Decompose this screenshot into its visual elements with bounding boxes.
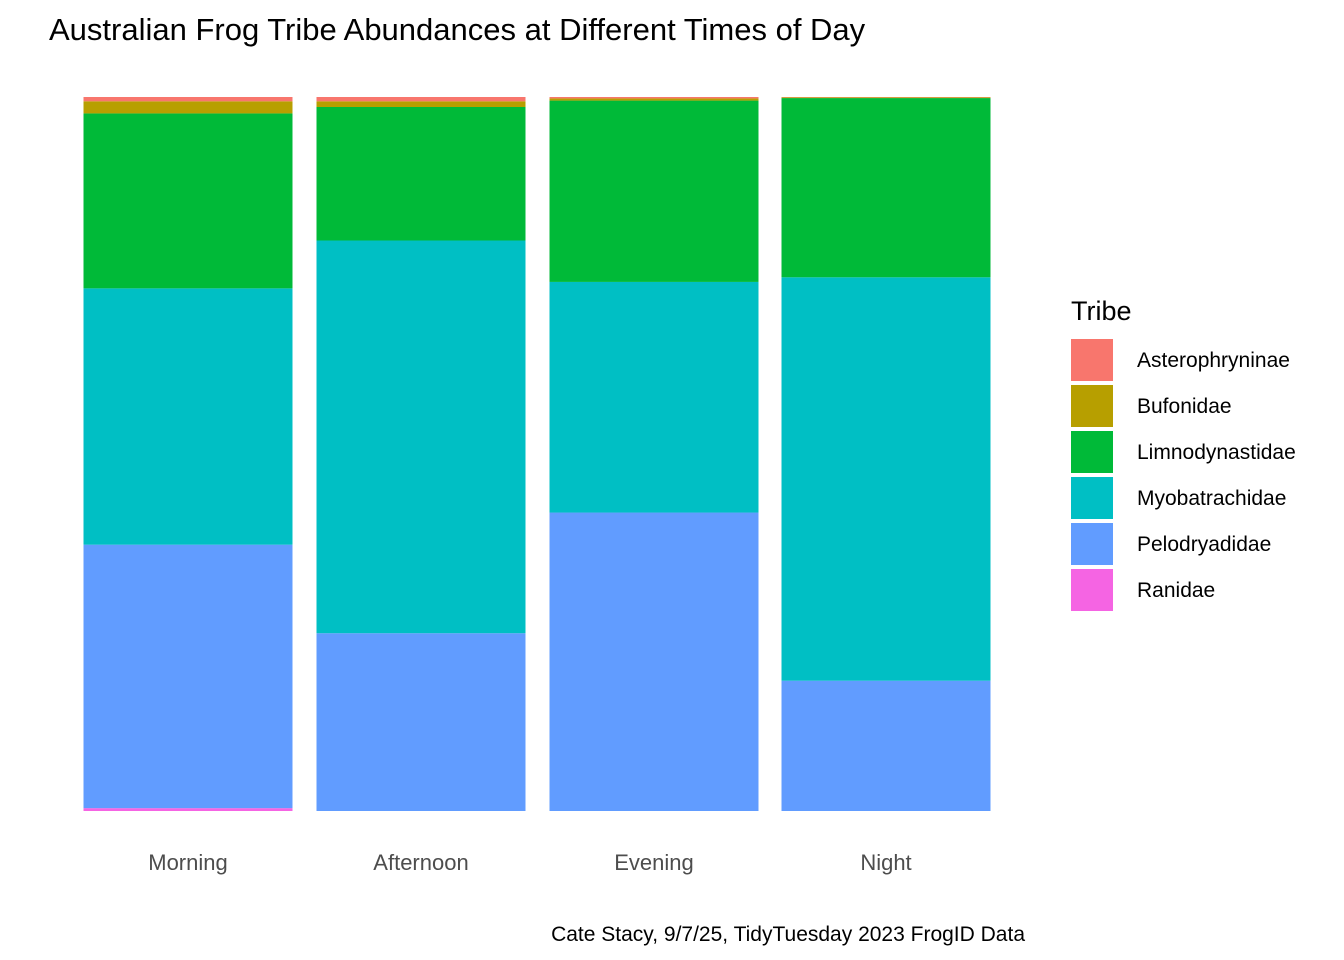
bar-segment-afternoon-bufonidae — [316, 101, 526, 107]
chart-caption: Cate Stacy, 9/7/25, TidyTuesday 2023 Fro… — [551, 923, 1025, 946]
legend-label-asterophryninae: Asterophryninae — [1137, 349, 1290, 372]
bars-layer — [83, 97, 991, 811]
legend-title: Tribe — [1071, 296, 1132, 326]
bar-segment-afternoon-asterophryninae — [316, 97, 526, 102]
bar-segment-night-limnodynastidae — [781, 98, 991, 278]
bar-segment-afternoon-pelodryadidae — [316, 633, 526, 811]
legend-key-asterophryninae — [1071, 339, 1113, 381]
bar-segment-afternoon-myobatrachidae — [316, 240, 526, 634]
bar-segment-night-myobatrachidae — [781, 277, 991, 681]
bar-segment-morning-limnodynastidae — [83, 113, 293, 289]
x-axis-ticks: Morning Afternoon Evening Night — [148, 850, 911, 875]
bar-segment-evening-pelodryadidae — [549, 512, 759, 811]
legend-label-ranidae: Ranidae — [1137, 579, 1215, 602]
legend-key-ranidae — [1071, 569, 1113, 611]
x-tick-label-morning: Morning — [148, 850, 227, 875]
legend-label-bufonidae: Bufonidae — [1137, 395, 1232, 418]
legend-label-limnodynastidae: Limnodynastidae — [1137, 441, 1296, 464]
legend-key-pelodryadidae — [1071, 523, 1113, 565]
legend: Tribe Asterophryninae Bufonidae Limnodynas… — [1071, 296, 1296, 611]
legend-key-bufonidae — [1071, 385, 1113, 427]
legend-label-pelodryadidae: Pelodryadidae — [1137, 533, 1271, 556]
bar-segment-night-bufonidae — [781, 97, 991, 99]
bar-segment-evening-limnodynastidae — [549, 100, 759, 282]
bar-segment-evening-myobatrachidae — [549, 281, 759, 513]
chart-title: Australian Frog Tribe Abundances at Diff… — [49, 12, 866, 47]
bar-segment-night-pelodryadidae — [781, 680, 991, 811]
bar-segment-morning-ranidae — [83, 808, 293, 811]
legend-key-limnodynastidae — [1071, 431, 1113, 473]
x-tick-label-afternoon: Afternoon — [373, 850, 468, 875]
bar-segment-morning-pelodryadidae — [83, 544, 293, 809]
bar-segment-morning-bufonidae — [83, 101, 293, 114]
bar-segment-afternoon-limnodynastidae — [316, 106, 526, 241]
bar-segment-morning-asterophryninae — [83, 97, 293, 102]
x-tick-label-night: Night — [860, 850, 911, 875]
legend-key-myobatrachidae — [1071, 477, 1113, 519]
x-tick-label-evening: Evening — [614, 850, 694, 875]
legend-label-myobatrachidae: Myobatrachidae — [1137, 487, 1286, 510]
bar-segment-morning-myobatrachidae — [83, 288, 293, 545]
bar-segment-evening-bufonidae — [549, 98, 759, 101]
bar-segment-evening-asterophryninae — [549, 97, 759, 99]
